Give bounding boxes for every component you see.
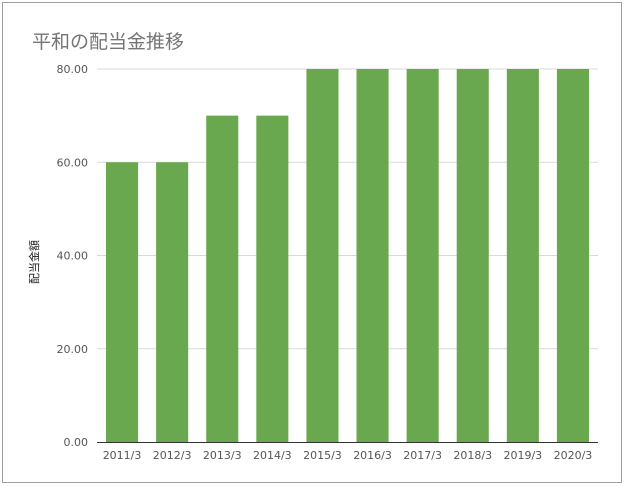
y-tick-label: 0.00 xyxy=(64,436,89,449)
x-tick-label: 2016/3 xyxy=(353,449,392,462)
x-tick-label: 2019/3 xyxy=(503,449,542,462)
y-tick-label: 60.00 xyxy=(57,156,89,169)
bar xyxy=(306,69,339,442)
x-tick-label: 2020/3 xyxy=(554,449,593,462)
y-tick-label: 80.00 xyxy=(57,63,89,76)
bar xyxy=(556,69,589,442)
x-tick-label: 2011/3 xyxy=(103,449,142,462)
bar xyxy=(106,162,139,442)
bar xyxy=(356,69,389,442)
chart-title: 平和の配当金推移 xyxy=(32,31,185,53)
y-tick-label: 20.00 xyxy=(57,343,89,356)
x-tick-label: 2015/3 xyxy=(303,449,342,462)
x-tick-label: 2014/3 xyxy=(253,449,292,462)
bar xyxy=(456,69,489,442)
x-tick-label: 2012/3 xyxy=(153,449,192,462)
bar xyxy=(406,69,439,442)
x-tick-label: 2013/3 xyxy=(203,449,242,462)
bar xyxy=(156,162,189,442)
x-tick-label: 2017/3 xyxy=(403,449,442,462)
bar xyxy=(256,115,289,442)
bar xyxy=(206,115,239,442)
bar xyxy=(506,69,539,442)
x-tick-label: 2018/3 xyxy=(453,449,492,462)
y-tick-label: 40.00 xyxy=(57,250,89,263)
